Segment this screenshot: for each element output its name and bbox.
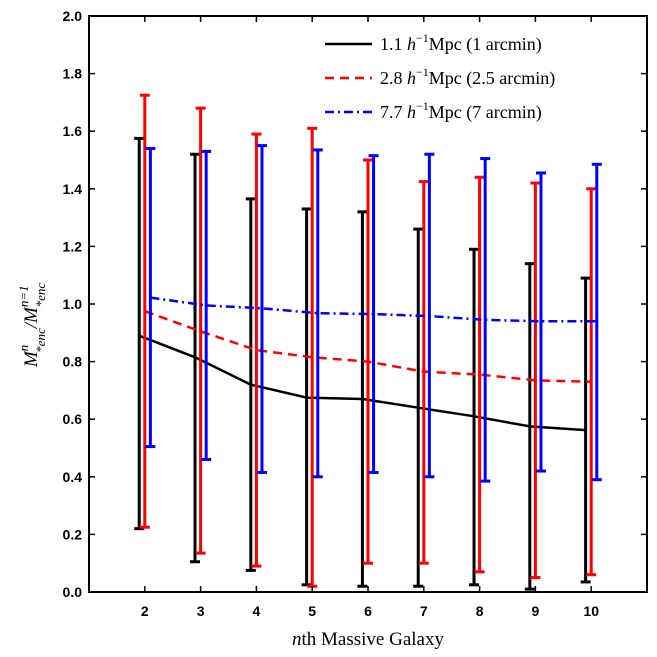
error-bar — [312, 148, 323, 479]
error-bar — [530, 181, 541, 580]
x-tick-label: 7 — [420, 603, 428, 619]
y-tick-label: 0.2 — [63, 526, 83, 542]
error-bar — [145, 146, 156, 449]
series-line — [138, 334, 586, 432]
series-3 — [145, 144, 602, 483]
x-tick-label: 6 — [364, 603, 372, 619]
y-tick-label: 0.6 — [63, 411, 83, 427]
y-tick-label: 1.2 — [63, 238, 83, 254]
error-bar — [256, 144, 267, 474]
y-tick-label: 2.0 — [63, 8, 83, 24]
x-tick-label: 8 — [476, 603, 484, 619]
y-tick-label: 1.8 — [63, 66, 83, 82]
y-tick-label: 1.6 — [63, 123, 83, 139]
series-line — [144, 310, 592, 384]
legend-label: 7.7 h−1Mpc (7 arcmin) — [380, 99, 542, 123]
x-axis-label: nth Massive Galaxy — [292, 629, 444, 650]
y-tick-label: 0.4 — [63, 469, 83, 485]
x-tick-label: 10 — [583, 603, 599, 619]
legend-item: 2.8 h−1Mpc (2.5 arcmin) — [325, 65, 555, 89]
legend-item: 7.7 h−1Mpc (7 arcmin) — [325, 99, 542, 123]
series-2 — [139, 93, 597, 588]
error-bar — [480, 157, 491, 483]
axes: 0.0 0.2 0.4 0.6 0.8 1.0 1.2 1.4 1.6 1.8 2.0 2 3 4 5 6 7 8… — [63, 8, 648, 619]
legend-item: 1.1 h−1Mpc (1 arcmin) — [325, 31, 542, 55]
plot-area — [134, 93, 602, 591]
legend-label: 2.8 h−1Mpc (2.5 arcmin) — [380, 65, 555, 89]
y-tick-label: 1.4 — [63, 181, 83, 197]
error-bar — [368, 154, 379, 474]
series-1 — [134, 136, 591, 591]
y-tick-label: 0.0 — [63, 584, 83, 600]
y-tick-label: 1.0 — [63, 296, 83, 312]
x-tick-label: 5 — [308, 603, 316, 619]
x-tick-label: 9 — [532, 603, 540, 619]
y-tick-label: 0.8 — [63, 354, 83, 370]
error-bar — [201, 149, 212, 462]
error-bar — [195, 106, 206, 555]
x-tick-label: 2 — [141, 603, 149, 619]
x-tick-label: 4 — [253, 603, 261, 619]
error-bar — [251, 132, 262, 568]
error-bar — [474, 175, 485, 574]
legend-label: 1.1 h−1Mpc (1 arcmin) — [380, 31, 542, 55]
x-axis-label-rest: th Massive Galaxy — [302, 629, 445, 650]
error-bar — [591, 162, 602, 482]
x-axis-label-italic: n — [292, 629, 302, 650]
legend: 1.1 h−1Mpc (1 arcmin) 2.8 h−1Mpc (2.5 arc… — [325, 31, 555, 123]
error-bar — [535, 171, 546, 473]
x-tick-label: 3 — [197, 603, 205, 619]
